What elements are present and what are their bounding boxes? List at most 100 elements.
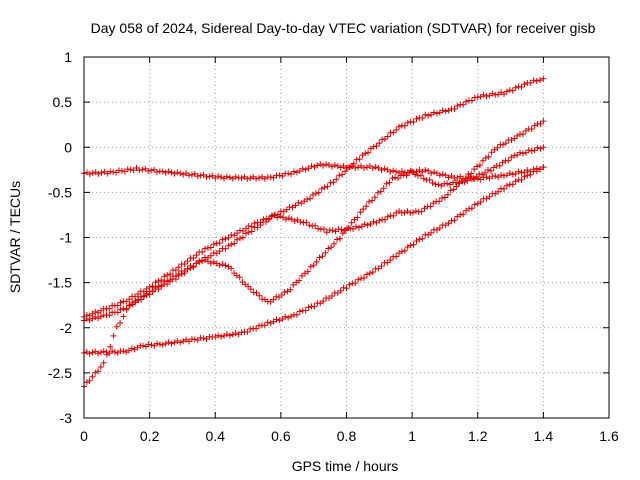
data-point [365, 149, 372, 156]
data-point [299, 165, 306, 172]
data-point [339, 230, 346, 237]
y-tick-label: -2 [60, 320, 73, 336]
data-point [154, 340, 161, 347]
data-point [433, 110, 440, 117]
data-point [444, 180, 451, 187]
data-point [225, 234, 232, 241]
y-tick-label: 0 [64, 139, 72, 155]
data-point [199, 249, 206, 256]
data-point [439, 107, 446, 114]
data-point [486, 193, 493, 200]
data-point [454, 174, 461, 181]
data-point [498, 171, 505, 178]
data-point [426, 176, 433, 183]
data-point [127, 166, 134, 173]
data-point [407, 242, 414, 249]
y-tick-label: -2.5 [48, 365, 72, 381]
data-point [177, 170, 184, 177]
data-point [436, 198, 443, 205]
data-point [207, 260, 214, 267]
data-point [309, 191, 316, 198]
data-point [427, 203, 434, 210]
data-point [336, 235, 343, 242]
data-point [296, 308, 303, 315]
data-point [330, 179, 337, 186]
data-point [369, 197, 376, 204]
data-point [363, 164, 370, 171]
data-point [339, 171, 346, 178]
data-point [287, 286, 294, 293]
series-track-d [81, 164, 547, 357]
data-point [372, 163, 379, 170]
data-point [352, 223, 359, 230]
data-point [242, 230, 249, 237]
data-point [380, 185, 387, 192]
data-point [401, 247, 408, 254]
data-point [386, 179, 393, 186]
data-point [412, 208, 419, 215]
data-point [247, 175, 254, 182]
data-point [210, 241, 217, 248]
data-point [311, 164, 318, 171]
data-point [222, 262, 229, 269]
data-point [285, 170, 292, 177]
data-point [354, 214, 361, 221]
data-point [190, 254, 197, 261]
data-point [278, 291, 285, 298]
data-point [218, 174, 225, 181]
data-point [97, 349, 104, 356]
data-point [191, 336, 198, 343]
data-point [168, 340, 175, 347]
data-point [530, 77, 537, 84]
series-track-a [81, 161, 547, 183]
data-point [406, 169, 413, 176]
data-point [436, 172, 443, 179]
data-point [355, 276, 362, 283]
data-point [525, 147, 532, 154]
data-point [222, 245, 229, 252]
data-point [519, 150, 526, 157]
data-point [148, 167, 155, 174]
data-point [428, 229, 435, 236]
data-point [537, 77, 544, 84]
data-point [238, 329, 245, 336]
data-point [226, 174, 233, 181]
data-point [219, 261, 226, 268]
data-point [132, 297, 139, 304]
data-point [92, 308, 99, 315]
data-point [383, 180, 390, 187]
data-point [471, 166, 478, 173]
data-point [277, 213, 284, 220]
data-point [215, 332, 222, 339]
data-point [228, 241, 235, 248]
data-point [95, 368, 102, 375]
data-point [218, 333, 225, 340]
data-point [202, 245, 209, 252]
data-point [276, 317, 283, 324]
data-point [518, 83, 525, 90]
data-point [460, 211, 467, 218]
data-point [187, 264, 194, 271]
data-point [445, 107, 452, 114]
data-point [95, 350, 102, 357]
data-point [312, 222, 319, 229]
data-point [236, 274, 243, 281]
data-point [291, 168, 297, 175]
data-point [244, 175, 251, 182]
data-point [141, 292, 147, 299]
data-point [401, 122, 408, 129]
data-point [270, 296, 277, 303]
data-point [100, 348, 107, 355]
data-point [392, 174, 399, 181]
data-point [306, 222, 313, 229]
data-point [509, 181, 516, 188]
data-point [425, 112, 432, 119]
data-point [234, 236, 241, 243]
data-point [311, 303, 318, 310]
data-point [511, 152, 518, 159]
data-point [417, 172, 424, 179]
data-point [322, 249, 329, 256]
data-point [489, 90, 496, 97]
data-point [431, 169, 437, 176]
